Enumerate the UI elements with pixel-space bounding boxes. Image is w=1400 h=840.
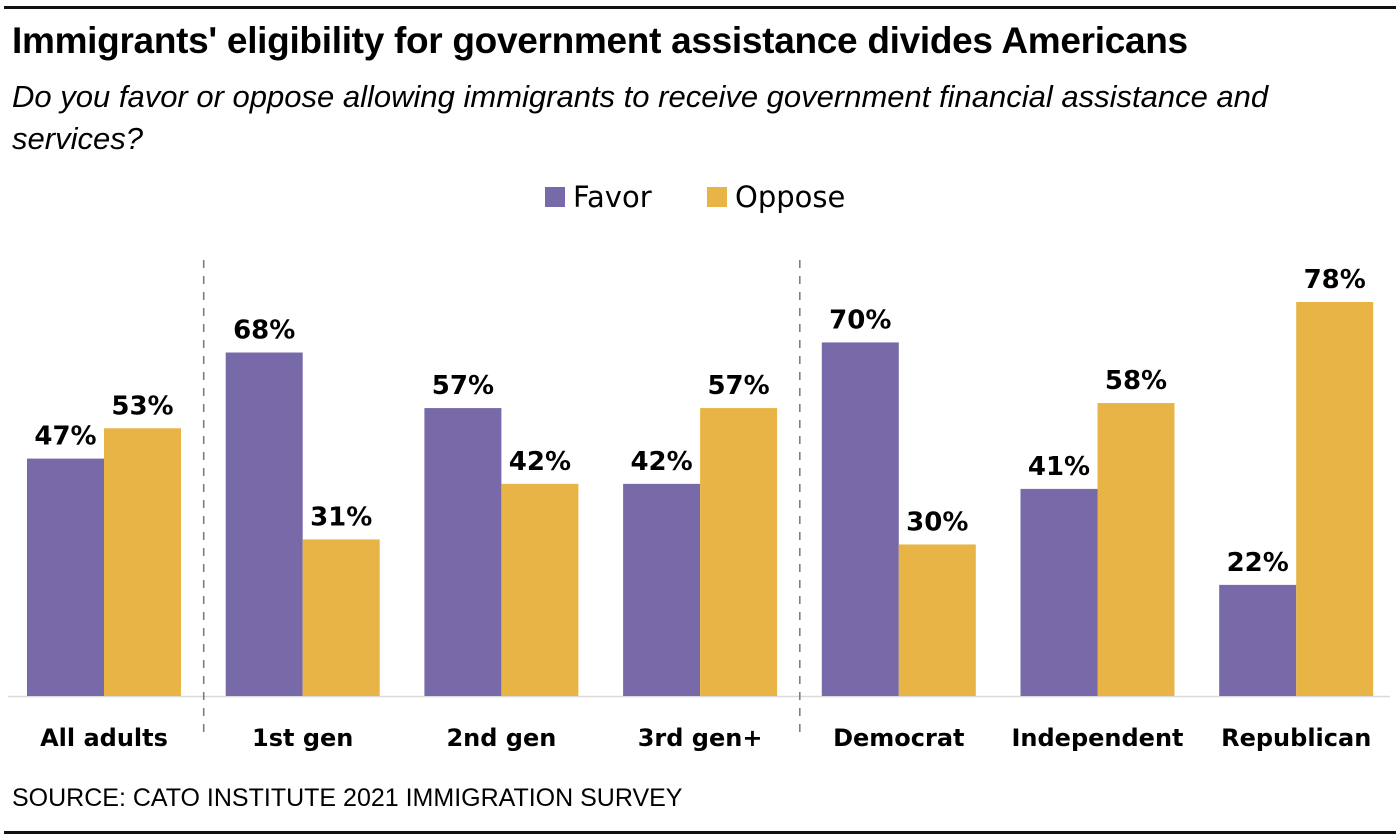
bottom-rule xyxy=(4,831,1396,834)
bar-oppose xyxy=(898,544,976,696)
data-label-favor: 70% xyxy=(829,305,891,335)
data-label-oppose: 58% xyxy=(1105,366,1167,396)
category-label: Independent xyxy=(1011,724,1183,752)
category-label: Democrat xyxy=(833,724,964,752)
data-label-oppose: 57% xyxy=(707,371,769,401)
data-label-oppose: 30% xyxy=(906,507,968,537)
category-label: Republican xyxy=(1221,724,1371,752)
data-label-oppose: 42% xyxy=(509,447,571,477)
bar-favor xyxy=(821,342,899,696)
data-label-favor: 57% xyxy=(432,371,494,401)
bar-oppose xyxy=(104,428,181,696)
bar-favor xyxy=(27,458,104,696)
source-note: SOURCE: CATO INSTITUTE 2021 IMMIGRATION … xyxy=(12,784,683,812)
bar-favor xyxy=(623,483,701,696)
top-rule xyxy=(4,6,1396,9)
legend-swatch-favor xyxy=(545,187,565,207)
legend-swatch-oppose xyxy=(707,187,727,207)
data-label-favor: 42% xyxy=(630,447,692,477)
legend-label-favor: Favor xyxy=(573,180,652,214)
category-label: 1st gen xyxy=(252,724,353,752)
bar-favor xyxy=(1020,488,1098,696)
category-label: 3rd gen+ xyxy=(638,724,763,752)
bar-oppose xyxy=(1296,302,1374,696)
chart-subtitle: Do you favor or oppose allowing immigran… xyxy=(12,79,1269,156)
chart-title: Immigrants' eligibility for government a… xyxy=(12,20,1188,61)
data-label-oppose: 31% xyxy=(310,502,372,532)
category-label: 2nd gen xyxy=(446,724,556,752)
data-label-favor: 22% xyxy=(1227,548,1289,578)
bar-oppose xyxy=(302,539,380,696)
data-label-favor: 68% xyxy=(233,316,295,346)
data-label-oppose: 78% xyxy=(1304,265,1366,295)
bar-favor xyxy=(225,352,303,696)
bar-oppose xyxy=(700,408,778,696)
bar-oppose xyxy=(1097,403,1175,696)
bar-favor xyxy=(1219,584,1297,696)
bar-oppose xyxy=(501,483,579,696)
data-label-oppose: 53% xyxy=(111,391,173,421)
category-label: All adults xyxy=(40,724,168,752)
bar-favor xyxy=(424,408,502,696)
legend-label-oppose: Oppose xyxy=(735,180,845,214)
data-label-favor: 47% xyxy=(34,422,96,452)
data-label-favor: 41% xyxy=(1028,452,1090,482)
